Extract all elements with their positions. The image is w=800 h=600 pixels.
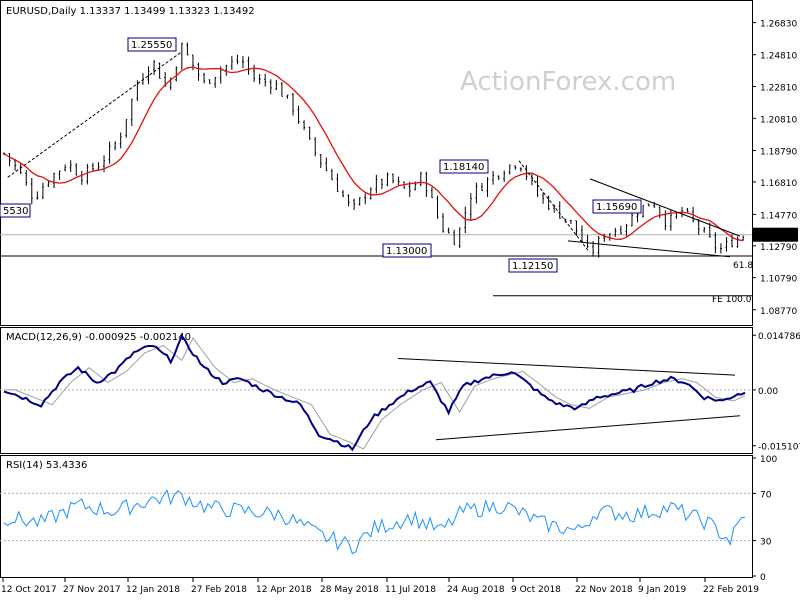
price-title: EURUSD,Daily 1.13337 1.13499 1.13323 1.1… [6, 6, 255, 17]
price-trendlines [7, 51, 741, 258]
label-fib-61.8: 61.8 [733, 261, 753, 271]
candlesticks [3, 42, 745, 258]
moving-average-line [3, 66, 744, 242]
macd-lower-trendline [435, 415, 741, 441]
label-low-1-box [382, 243, 432, 258]
price-axis-label: 1.22810 [760, 84, 797, 94]
watermark: ActionForex.com [460, 67, 676, 97]
macd-axis-label: 0.00 [758, 387, 778, 397]
macd-upper-trendline [397, 357, 736, 376]
macd-panel-frame [0, 327, 753, 454]
price-axis-label: 1.16810 [760, 179, 797, 189]
price-axis-label: 1.24810 [760, 52, 797, 62]
macd-line [3, 334, 746, 452]
label-high-1-box [127, 37, 177, 52]
macd-panel [0, 334, 752, 452]
macd-title: MACD(12,26,9) -0.000925 -0.002140 [6, 332, 191, 343]
label-high-2: 1.18140 [443, 162, 484, 173]
price-axis-label: 1.18790 [760, 147, 797, 157]
price-axis-label: 1.20810 [760, 115, 797, 125]
label-high-3-box [592, 199, 642, 214]
macd-axis-label: -0.015107 [758, 443, 800, 453]
x-axis-label: 9 Jan 2019 [638, 585, 686, 595]
price-axis-label: 1.12790 [760, 243, 797, 253]
falling-resistance-line [589, 178, 741, 237]
dashed-decline-line [518, 160, 590, 253]
macd-axis: 0.014786 0.00 -0.015107 [752, 332, 800, 453]
x-axis-label: 27 Feb 2018 [191, 585, 247, 595]
label-high-3: 1.15690 [596, 202, 637, 213]
rsi-panel-frame [0, 455, 753, 578]
macd-axis-label: 0.014786 [758, 332, 800, 342]
x-axis-label: 12 Oct 2017 [1, 585, 57, 595]
label-low-left: 5530 [3, 206, 28, 217]
price-panel-frame [0, 0, 753, 326]
falling-support-line [567, 240, 731, 258]
x-axis-label: 9 Oct 2018 [511, 585, 561, 595]
macd-signal-line [4, 337, 746, 450]
price-axis-label: 1.14770 [760, 211, 797, 221]
rsi-axis-label: 70 [760, 490, 772, 500]
x-axis-label: 11 Jul 2018 [385, 585, 436, 595]
x-axis: 12 Oct 2017 27 Nov 2017 12 Jan 2018 27 Feb … [1, 578, 759, 595]
rsi-axis: 100 70 30 0 [752, 455, 777, 583]
label-low-2-box [508, 258, 558, 273]
x-axis-label: 24 Aug 2018 [447, 585, 505, 595]
price-axis-label: 1.08770 [760, 307, 797, 317]
rsi-title: RSI(14) 53.4336 [6, 460, 87, 471]
label-low-2: 1.12150 [512, 261, 553, 272]
current-price-tag: 1.13492 [759, 232, 796, 242]
price-guide-lines [0, 234, 752, 297]
label-high-1: 1.25550 [131, 40, 172, 51]
price-annotations: 1.25550 5530 1.13000 1.18140 1.12150 1.15690 6… [0, 37, 753, 305]
label-high-2-box [439, 159, 489, 174]
rsi-axis-label: 30 [760, 538, 772, 548]
price-axis: 1.26830 1.24810 1.22810 1.20810 1.18790 1.168… [752, 20, 798, 317]
rsi-line [3, 489, 746, 555]
label-low-left-box [0, 203, 31, 218]
x-axis-label: 12 Apr 2018 [256, 585, 312, 595]
current-price-tag-bg [753, 227, 798, 242]
x-axis-label: 28 May 2018 [320, 585, 379, 595]
rsi-axis-label: 0 [760, 573, 766, 583]
price-axis-label: 1.10790 [760, 275, 797, 285]
x-axis-label: 22 Feb 2019 [703, 585, 759, 595]
rsi-panel [0, 489, 752, 555]
x-axis-label: 22 Nov 2018 [575, 585, 633, 595]
price-axis-label: 1.26830 [760, 20, 797, 30]
x-axis-label: 27 Nov 2017 [63, 585, 121, 595]
dashed-rally-line [7, 51, 183, 178]
x-axis-label: 12 Jan 2018 [126, 585, 180, 595]
rsi-axis-label: 100 [760, 455, 777, 465]
label-low-1: 1.13000 [386, 246, 427, 257]
label-fe-100: FE 100.0 [712, 295, 752, 305]
